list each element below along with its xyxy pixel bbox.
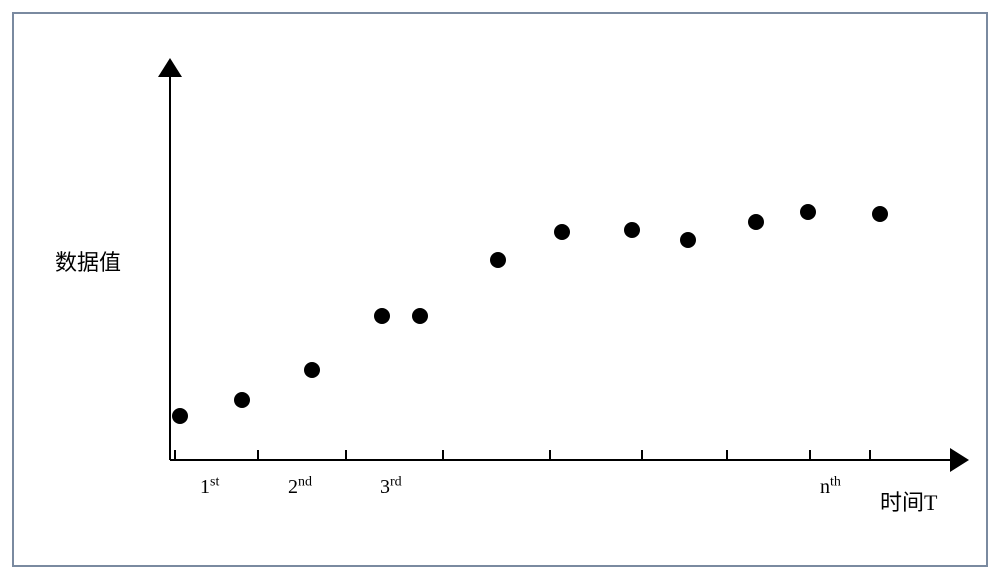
x-tick bbox=[442, 450, 444, 460]
x-axis-arrow bbox=[950, 448, 969, 472]
data-point bbox=[412, 308, 428, 324]
x-tick bbox=[257, 450, 259, 460]
y-axis-arrow bbox=[158, 58, 182, 77]
data-point bbox=[624, 222, 640, 238]
x-tick bbox=[549, 450, 551, 460]
x-tick bbox=[174, 450, 176, 460]
ordinal-suffix: nd bbox=[298, 474, 312, 489]
data-point bbox=[490, 252, 506, 268]
y-axis-label: 数据值 bbox=[55, 245, 121, 277]
ordinal-base: 1 bbox=[200, 476, 210, 498]
chart-frame bbox=[12, 12, 988, 567]
ordinal-suffix: th bbox=[830, 474, 841, 489]
data-point bbox=[554, 224, 570, 240]
ordinal-suffix: st bbox=[210, 474, 219, 489]
data-point bbox=[800, 204, 816, 220]
data-point bbox=[680, 232, 696, 248]
x-tick bbox=[809, 450, 811, 460]
x-tick-label: 1st bbox=[200, 476, 219, 499]
data-point bbox=[748, 214, 764, 230]
chart-root: 数据值 时间T 1st 2nd 3rd nth bbox=[0, 0, 1000, 579]
data-point bbox=[872, 206, 888, 222]
data-point bbox=[234, 392, 250, 408]
x-tick-label: 2nd bbox=[288, 476, 312, 499]
ordinal-base: 3 bbox=[380, 476, 390, 498]
ordinal-suffix: rd bbox=[390, 474, 402, 489]
data-point bbox=[172, 408, 188, 424]
x-tick bbox=[641, 450, 643, 460]
x-tick-label: nth bbox=[820, 476, 841, 499]
x-tick-label: 3rd bbox=[380, 476, 402, 499]
x-tick bbox=[869, 450, 871, 460]
data-point bbox=[374, 308, 390, 324]
x-tick bbox=[726, 450, 728, 460]
ordinal-base: n bbox=[820, 476, 830, 498]
x-axis bbox=[170, 459, 950, 461]
x-axis-label: 时间T bbox=[880, 485, 937, 517]
ordinal-base: 2 bbox=[288, 476, 298, 498]
data-point bbox=[304, 362, 320, 378]
x-tick bbox=[345, 450, 347, 460]
y-axis bbox=[169, 70, 171, 460]
